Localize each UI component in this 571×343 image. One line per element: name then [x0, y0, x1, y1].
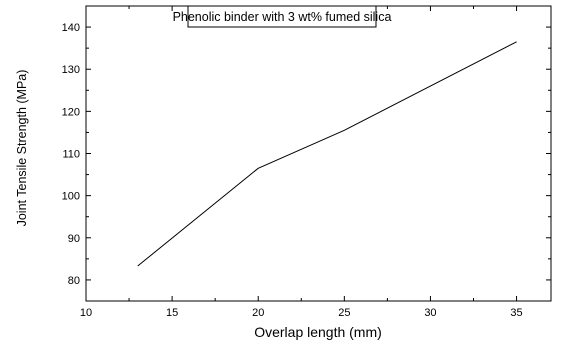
x-axis-ticks: 10 15 20 25 30 35: [80, 6, 523, 319]
legend-label: Phenolic binder with 3 wt% fumed silica: [173, 10, 392, 24]
x-tick-label: 10: [80, 307, 92, 319]
y-tick-label: 130: [62, 64, 80, 76]
x-tick-label: 20: [252, 307, 264, 319]
y-tick-label: 80: [68, 275, 80, 287]
legend-box: [187, 5, 377, 28]
y-axis-title: Joint Tensile Strength (MPa): [15, 70, 29, 227]
x-tick-label: 15: [166, 307, 178, 319]
x-tick-label: 25: [338, 307, 350, 319]
y-tick-label: 100: [62, 191, 80, 203]
y-axis-ticks: 80 90 100 110 120 130 140: [62, 22, 551, 287]
y-tick-label: 120: [62, 106, 80, 118]
x-tick-label: 30: [424, 307, 436, 319]
x-tick-label: 35: [510, 307, 522, 319]
y-tick-label: 140: [62, 22, 80, 34]
y-tick-label: 90: [68, 233, 80, 245]
series-layer: [137, 41, 517, 267]
series-line: [137, 41, 517, 267]
legend: Phenolic binder with 3 wt% fumed silica: [173, 5, 392, 28]
x-axis-title: Overlap length (mm): [254, 324, 382, 340]
plot-frame: [85, 5, 552, 302]
plot-area-border: [85, 5, 552, 302]
y-tick-label: 110: [62, 149, 80, 161]
